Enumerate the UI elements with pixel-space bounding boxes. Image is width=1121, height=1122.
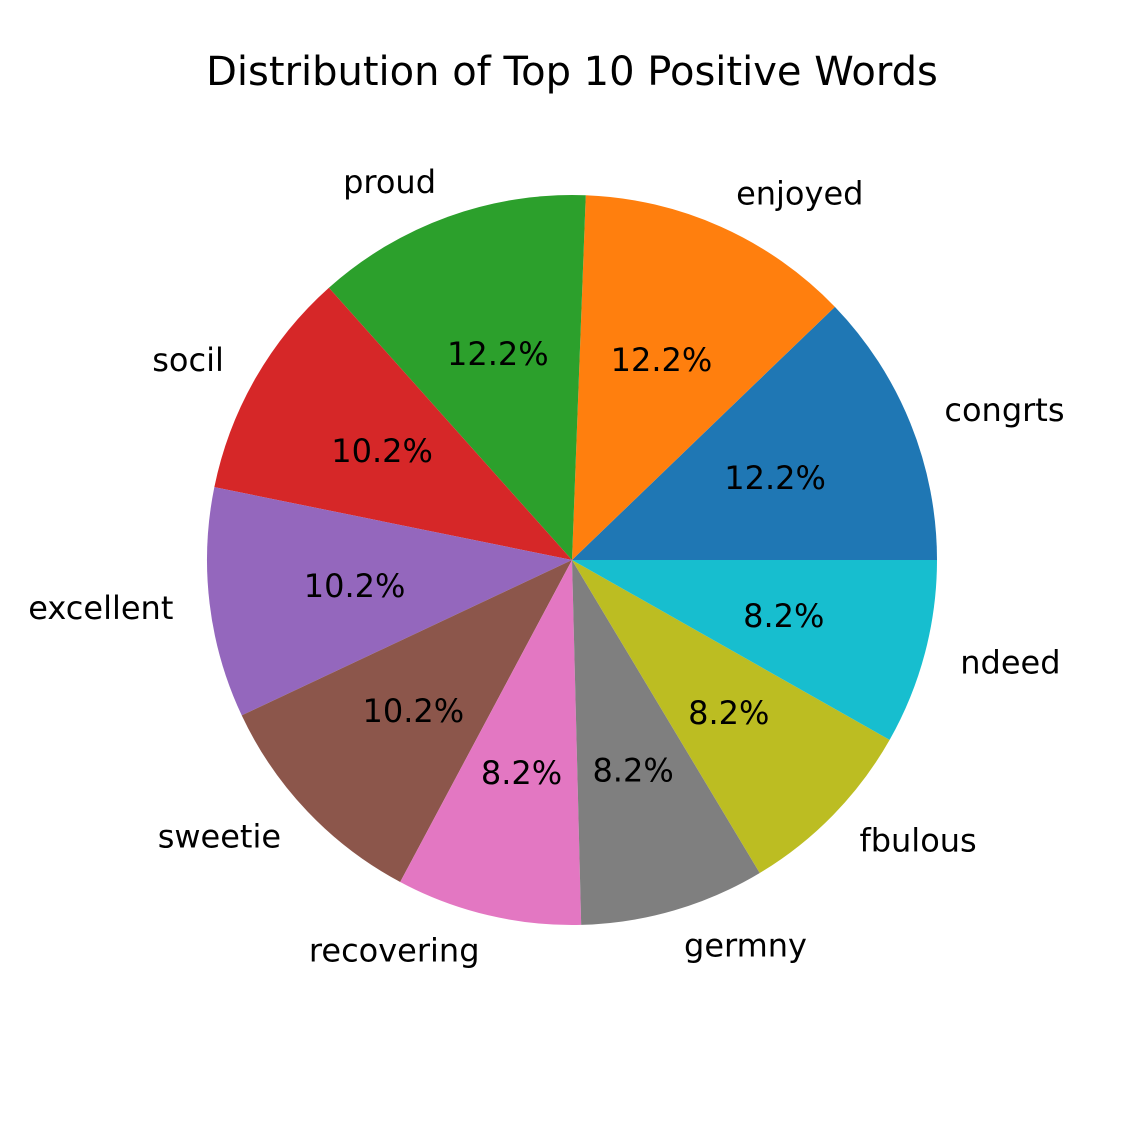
category-label-proud: proud [343, 163, 436, 201]
category-label-socil: socil [152, 341, 224, 379]
pie-slice-sweetie [241, 560, 573, 883]
pie-slice-recovering [400, 560, 582, 925]
percent-label-recovering: 8.2% [481, 754, 562, 792]
pie-slice-germny [572, 560, 760, 925]
pie-slices [206, 195, 937, 925]
category-label-enjoyed: enjoyed [736, 175, 863, 213]
category-label-germny: germny [684, 927, 807, 965]
pie-slice-congrts [572, 306, 937, 560]
category-label-fbulous: fbulous [859, 821, 976, 859]
percent-label-ndeed: 8.2% [743, 597, 824, 635]
pie-slice-excellent [206, 487, 572, 716]
percent-label-germny: 8.2% [592, 751, 673, 789]
category-label-excellent: excellent [28, 589, 173, 627]
pie-slice-fbulous [572, 560, 890, 873]
percent-label-sweetie: 10.2% [362, 692, 464, 730]
percent-label-proud: 12.2% [447, 335, 549, 373]
percent-label-congrts: 12.2% [724, 459, 826, 497]
category-label-ndeed: ndeed [960, 643, 1060, 681]
percent-label-socil: 10.2% [331, 432, 433, 470]
pie-labels: 12.2% congrts 12.2% enjoyed 12.2% proud 10.2% s… [28, 163, 1064, 969]
percent-label-fbulous: 8.2% [688, 694, 769, 732]
category-label-recovering: recovering [309, 932, 480, 970]
chart-title: Distribution of Top 10 Positive Words [206, 49, 938, 95]
percent-label-excellent: 10.2% [304, 567, 406, 605]
pie-slice-ndeed [572, 560, 937, 740]
category-label-congrts: congrts [944, 391, 1064, 429]
pie-slice-socil [214, 287, 572, 560]
percent-label-enjoyed: 12.2% [611, 341, 713, 379]
pie-slice-proud [328, 195, 586, 561]
pie-slice-enjoyed [572, 195, 835, 560]
category-label-sweetie: sweetie [158, 818, 281, 856]
